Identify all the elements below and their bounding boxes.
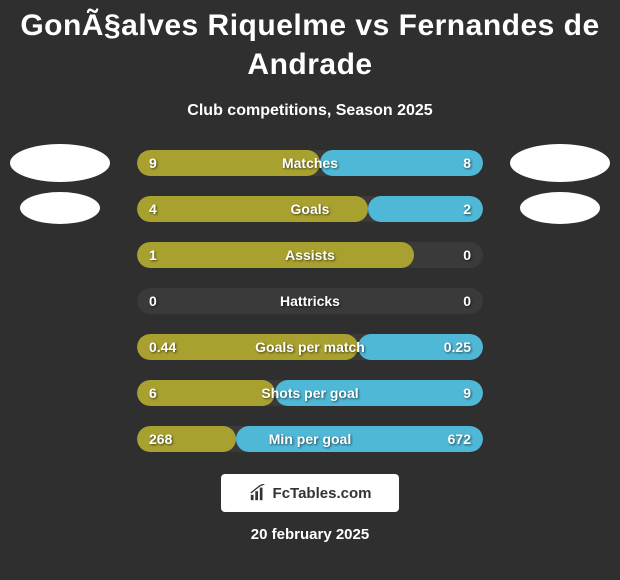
stat-row: 268 672 Min per goal — [137, 426, 483, 452]
stat-value-right: 9 — [463, 385, 471, 401]
stat-value-left: 9 — [149, 155, 157, 171]
stat-value-left: 0 — [149, 293, 157, 309]
stat-label: Hattricks — [280, 293, 340, 309]
stats-area: 9 8 Matches 4 2 Goals 1 0 Assists 0 0 Hattricks 0.44… — [0, 150, 620, 452]
stat-value-left: 0.44 — [149, 339, 176, 355]
stat-row: 0.44 0.25 Goals per match — [137, 334, 483, 360]
player-left-avatar-2 — [20, 192, 100, 224]
stat-label: Goals — [291, 201, 330, 217]
stat-label: Matches — [282, 155, 338, 171]
brand-text: FcTables.com — [273, 485, 372, 502]
stat-value-left: 268 — [149, 431, 172, 447]
stat-row: 9 8 Matches — [137, 150, 483, 176]
stat-bar-left — [137, 380, 275, 406]
stat-value-left: 6 — [149, 385, 157, 401]
stat-row: 0 0 Hattricks — [137, 288, 483, 314]
stat-value-right: 2 — [463, 201, 471, 217]
stat-bar-left — [137, 242, 414, 268]
stat-value-right: 8 — [463, 155, 471, 171]
stat-label: Shots per goal — [261, 385, 358, 401]
player-left-avatar-1 — [10, 144, 110, 182]
stat-bar-right — [320, 150, 483, 176]
stat-value-right: 672 — [448, 431, 471, 447]
comparison-title: GonÃ§alves Riquelme vs Fernandes de Andr… — [0, 6, 620, 84]
stat-label: Assists — [285, 247, 335, 263]
stat-label: Goals per match — [255, 339, 365, 355]
stat-row: 1 0 Assists — [137, 242, 483, 268]
stat-value-right: 0.25 — [444, 339, 471, 355]
stat-bar-left — [137, 196, 368, 222]
player-right-avatar-2 — [520, 192, 600, 224]
date-text: 20 february 2025 — [251, 526, 369, 543]
stat-row: 6 9 Shots per goal — [137, 380, 483, 406]
chart-icon — [249, 484, 267, 502]
stat-label: Min per goal — [269, 431, 351, 447]
stat-bar-right — [414, 242, 483, 268]
brand-badge: FcTables.com — [221, 474, 400, 512]
infographic-container: GonÃ§alves Riquelme vs Fernandes de Andr… — [0, 0, 620, 580]
stat-value-left: 4 — [149, 201, 157, 217]
stat-value-left: 1 — [149, 247, 157, 263]
stat-value-right: 0 — [463, 247, 471, 263]
player-right-avatar-1 — [510, 144, 610, 182]
stat-row: 4 2 Goals — [137, 196, 483, 222]
subtitle: Club competitions, Season 2025 — [187, 102, 432, 120]
stat-value-right: 0 — [463, 293, 471, 309]
